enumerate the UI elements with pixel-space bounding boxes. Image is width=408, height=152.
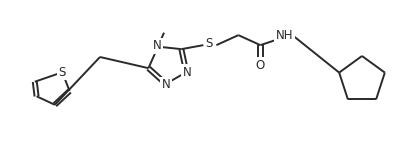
Text: NH: NH [276,29,293,42]
Text: S: S [59,66,66,79]
Text: N: N [162,78,170,91]
Text: N: N [153,39,162,52]
Text: O: O [256,59,265,72]
Text: S: S [206,37,213,50]
Text: N: N [183,66,192,79]
